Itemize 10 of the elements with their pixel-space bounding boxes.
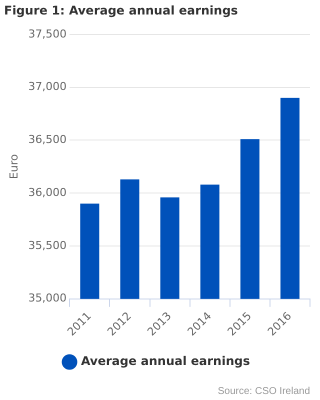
chart-title: Figure 1: Average annual earnings [4, 3, 238, 18]
y-tick-label: 37,500 [28, 27, 67, 40]
source-note: Source: CSO Ireland [218, 386, 310, 397]
y-tick-label: 37,000 [28, 80, 67, 94]
y-axis-title: Euro [7, 154, 20, 180]
legend-label: Average annual earnings [81, 354, 250, 368]
y-tick-label: 36,500 [28, 133, 67, 146]
y-tick-label: 36,000 [28, 186, 67, 199]
y-tick-label: 35,000 [28, 292, 67, 305]
y-tick-label: 35,500 [28, 238, 67, 252]
